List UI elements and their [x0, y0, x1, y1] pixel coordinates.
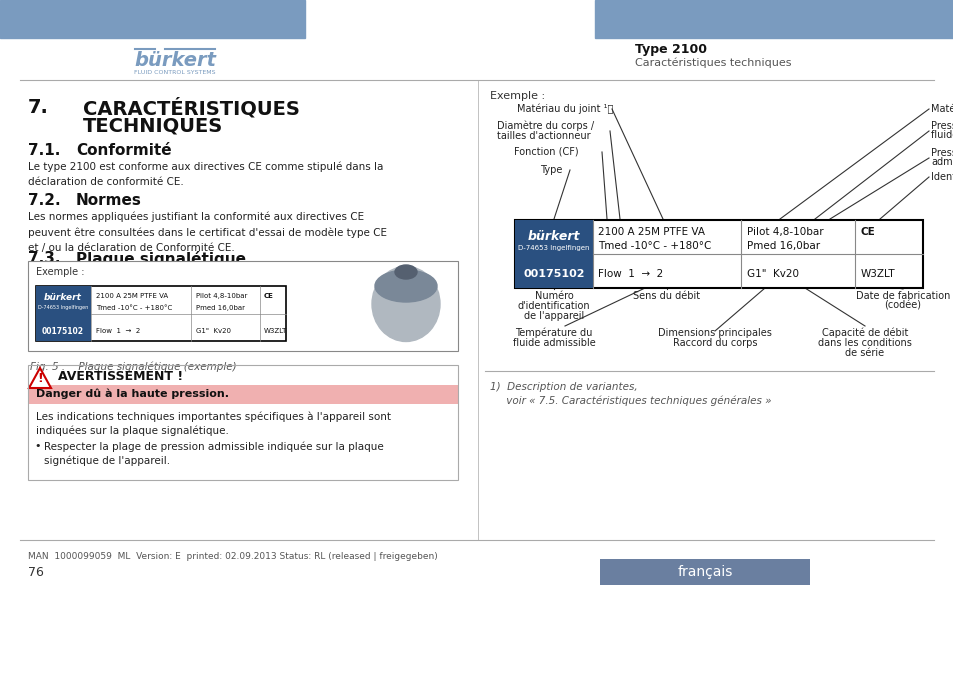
- Text: D-74653 Ingelfingen: D-74653 Ingelfingen: [517, 245, 589, 251]
- Text: fluide admissible: fluide admissible: [930, 130, 953, 140]
- Bar: [0, 0, 305, 38]
- Text: CE: CE: [264, 293, 274, 299]
- Bar: [36, 286, 91, 341]
- Text: Respecter la plage de pression admissible indiquée sur la plaque
signétique de l: Respecter la plage de pression admissibl…: [44, 441, 383, 466]
- Text: Normes: Normes: [76, 193, 142, 208]
- Text: Plaque signalétique: Plaque signalétique: [76, 251, 246, 267]
- Text: Conformité: Conformité: [76, 143, 172, 158]
- Text: CE: CE: [861, 227, 875, 237]
- Polygon shape: [29, 368, 51, 388]
- Text: d'identification: d'identification: [517, 301, 590, 311]
- Text: D-74653 Ingelfingen: D-74653 Ingelfingen: [38, 306, 88, 310]
- Text: Danger dû à la haute pression.: Danger dû à la haute pression.: [36, 389, 229, 399]
- Text: AVERTISSEMENT !: AVERTISSEMENT !: [58, 370, 183, 383]
- Text: 2100 A 25M PTFE VA: 2100 A 25M PTFE VA: [96, 293, 168, 299]
- Text: Type 2100: Type 2100: [635, 44, 706, 57]
- Text: FLUID CONTROL SYSTEMS: FLUID CONTROL SYSTEMS: [134, 69, 215, 75]
- Ellipse shape: [372, 267, 439, 341]
- Text: 76: 76: [28, 566, 44, 579]
- Text: Flow  1  →  2: Flow 1 → 2: [96, 328, 140, 334]
- Text: tailles d'actionneur: tailles d'actionneur: [497, 131, 590, 141]
- Text: G1"  Kv20: G1" Kv20: [746, 269, 799, 279]
- Text: •: •: [34, 441, 40, 451]
- Bar: [28, 261, 457, 351]
- Bar: [28, 365, 457, 480]
- Text: Pression de pilotage: Pression de pilotage: [930, 148, 953, 158]
- Text: Pilot 4,8-10bar: Pilot 4,8-10bar: [746, 227, 822, 237]
- Text: Numéro: Numéro: [534, 291, 573, 301]
- Bar: [515, 220, 923, 288]
- Bar: [515, 220, 593, 288]
- Text: dans les conditions: dans les conditions: [818, 338, 911, 348]
- Text: CARACTÉRISTIQUES: CARACTÉRISTIQUES: [83, 98, 299, 118]
- Bar: [595, 0, 953, 38]
- Text: bürkert: bürkert: [133, 50, 215, 69]
- Text: Fonction (CF): Fonction (CF): [514, 147, 578, 157]
- Text: 7.2.: 7.2.: [28, 193, 61, 208]
- Text: de l'appareil: de l'appareil: [523, 311, 583, 321]
- Text: 7.: 7.: [28, 98, 49, 117]
- Text: Exemple :: Exemple :: [36, 267, 85, 277]
- Text: Dimensions principales: Dimensions principales: [658, 328, 771, 338]
- Text: (codée): (codée): [883, 301, 921, 311]
- Text: Les indications techniques importantes spécifiques à l'appareil sont
indiquées s: Les indications techniques importantes s…: [36, 411, 391, 436]
- Text: 1)  Description de variantes,: 1) Description de variantes,: [490, 382, 637, 392]
- Text: Matériau du joint ¹⧠: Matériau du joint ¹⧠: [517, 104, 613, 114]
- Text: Tmed -10°C - +180°C: Tmed -10°C - +180°C: [598, 241, 711, 251]
- Text: français: français: [677, 565, 732, 579]
- Bar: [36, 286, 286, 341]
- Text: !: !: [37, 371, 43, 384]
- Text: W3ZLT: W3ZLT: [264, 328, 287, 334]
- Text: W3ZLT: W3ZLT: [861, 269, 895, 279]
- Text: 00175102: 00175102: [42, 326, 84, 336]
- Text: de série: de série: [844, 348, 883, 358]
- Ellipse shape: [395, 265, 416, 279]
- Text: Matériau du corps ¹⧠: Matériau du corps ¹⧠: [930, 104, 953, 114]
- Bar: [28, 385, 457, 404]
- Text: G1"  Kv20: G1" Kv20: [195, 328, 231, 334]
- Text: Le type 2100 est conforme aux directives CE comme stipulé dans la
déclaration de: Le type 2100 est conforme aux directives…: [28, 162, 383, 187]
- Text: fluide admissible: fluide admissible: [512, 338, 595, 348]
- Text: Capacité de débit: Capacité de débit: [821, 328, 907, 339]
- Text: bürkert: bürkert: [44, 293, 82, 302]
- Text: Pression de: Pression de: [930, 121, 953, 131]
- Text: 2100 A 25M PTFE VA: 2100 A 25M PTFE VA: [598, 227, 704, 237]
- Text: Pmed 16,0bar: Pmed 16,0bar: [746, 241, 820, 251]
- Text: admissible: admissible: [930, 157, 953, 167]
- Text: Caractéristiques techniques: Caractéristiques techniques: [635, 58, 791, 68]
- Text: Identification CE: Identification CE: [930, 172, 953, 182]
- Text: Pmed 16,0bar: Pmed 16,0bar: [195, 305, 245, 311]
- Text: bürkert: bürkert: [527, 229, 579, 242]
- Text: Pilot 4,8-10bar: Pilot 4,8-10bar: [195, 293, 247, 299]
- Text: Date de fabrication: Date de fabrication: [855, 291, 949, 301]
- Text: Exemple :: Exemple :: [490, 91, 544, 101]
- Text: voir « 7.5. Caractéristiques techniques générales »: voir « 7.5. Caractéristiques techniques …: [490, 395, 771, 406]
- Text: 00175102: 00175102: [522, 269, 584, 279]
- Text: 7.3.: 7.3.: [28, 251, 60, 266]
- Text: TECHNIQUES: TECHNIQUES: [83, 117, 223, 136]
- Text: Les normes appliquées justifiant la conformité aux directives CE
peuvent être co: Les normes appliquées justifiant la conf…: [28, 212, 387, 253]
- Text: 7.1.: 7.1.: [28, 143, 60, 158]
- Text: Diamètre du corps /: Diamètre du corps /: [497, 120, 594, 131]
- Bar: [599, 559, 809, 585]
- Text: Sens du débit: Sens du débit: [633, 291, 700, 301]
- Ellipse shape: [375, 270, 436, 302]
- Text: Type: Type: [539, 165, 561, 175]
- Text: MAN  1000099059  ML  Version: E  printed: 02.09.2013 Status: RL (released | frei: MAN 1000099059 ML Version: E printed: 02…: [28, 552, 437, 561]
- Text: Tmed -10°C - +180°C: Tmed -10°C - +180°C: [96, 305, 172, 311]
- Text: Température du: Température du: [515, 328, 592, 339]
- Text: Fig. 5 :    Plaque signalétique (exemple): Fig. 5 : Plaque signalétique (exemple): [30, 361, 236, 371]
- Text: Raccord du corps: Raccord du corps: [672, 338, 757, 348]
- Text: Flow  1  →  2: Flow 1 → 2: [598, 269, 662, 279]
